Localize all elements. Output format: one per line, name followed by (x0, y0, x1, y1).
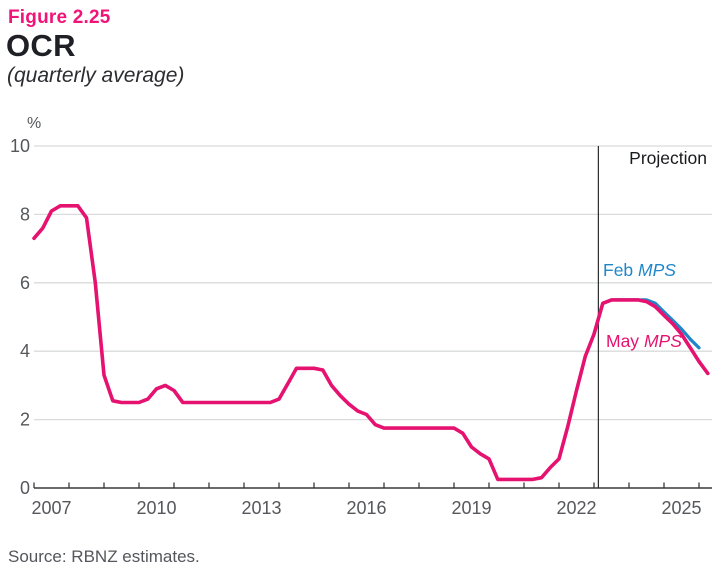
y-tick-label-6: 6 (20, 273, 30, 293)
y-tick-label-2: 2 (20, 410, 30, 430)
y-tick-label-0: 0 (20, 478, 30, 498)
series-line-may-mps (32, 204, 710, 482)
figure-label: Figure 2.25 (8, 7, 111, 28)
projection-label: Projection (629, 148, 707, 168)
x-tick-label-2007: 2007 (31, 498, 71, 518)
x-tick-label-2022: 2022 (556, 498, 596, 518)
x-tick-label-2013: 2013 (241, 498, 281, 518)
y-axis-unit-label: % (27, 115, 41, 132)
x-tick-label-2016: 2016 (346, 498, 386, 518)
chart-title: OCR (6, 28, 76, 63)
source-note: Source: RBNZ estimates. (8, 547, 200, 566)
x-tick-label-2010: 2010 (136, 498, 176, 518)
chart-subtitle: (quarterly average) (7, 64, 185, 87)
series-label-may-mps: May MPS (606, 331, 682, 351)
series-label-feb-mps: Feb MPS (603, 260, 676, 280)
x-tick-label-2025: 2025 (661, 498, 701, 518)
y-tick-label-4: 4 (20, 341, 30, 361)
y-tick-label-8: 8 (20, 204, 30, 224)
y-tick-label-10: 10 (10, 136, 30, 156)
x-tick-label-2019: 2019 (451, 498, 491, 518)
